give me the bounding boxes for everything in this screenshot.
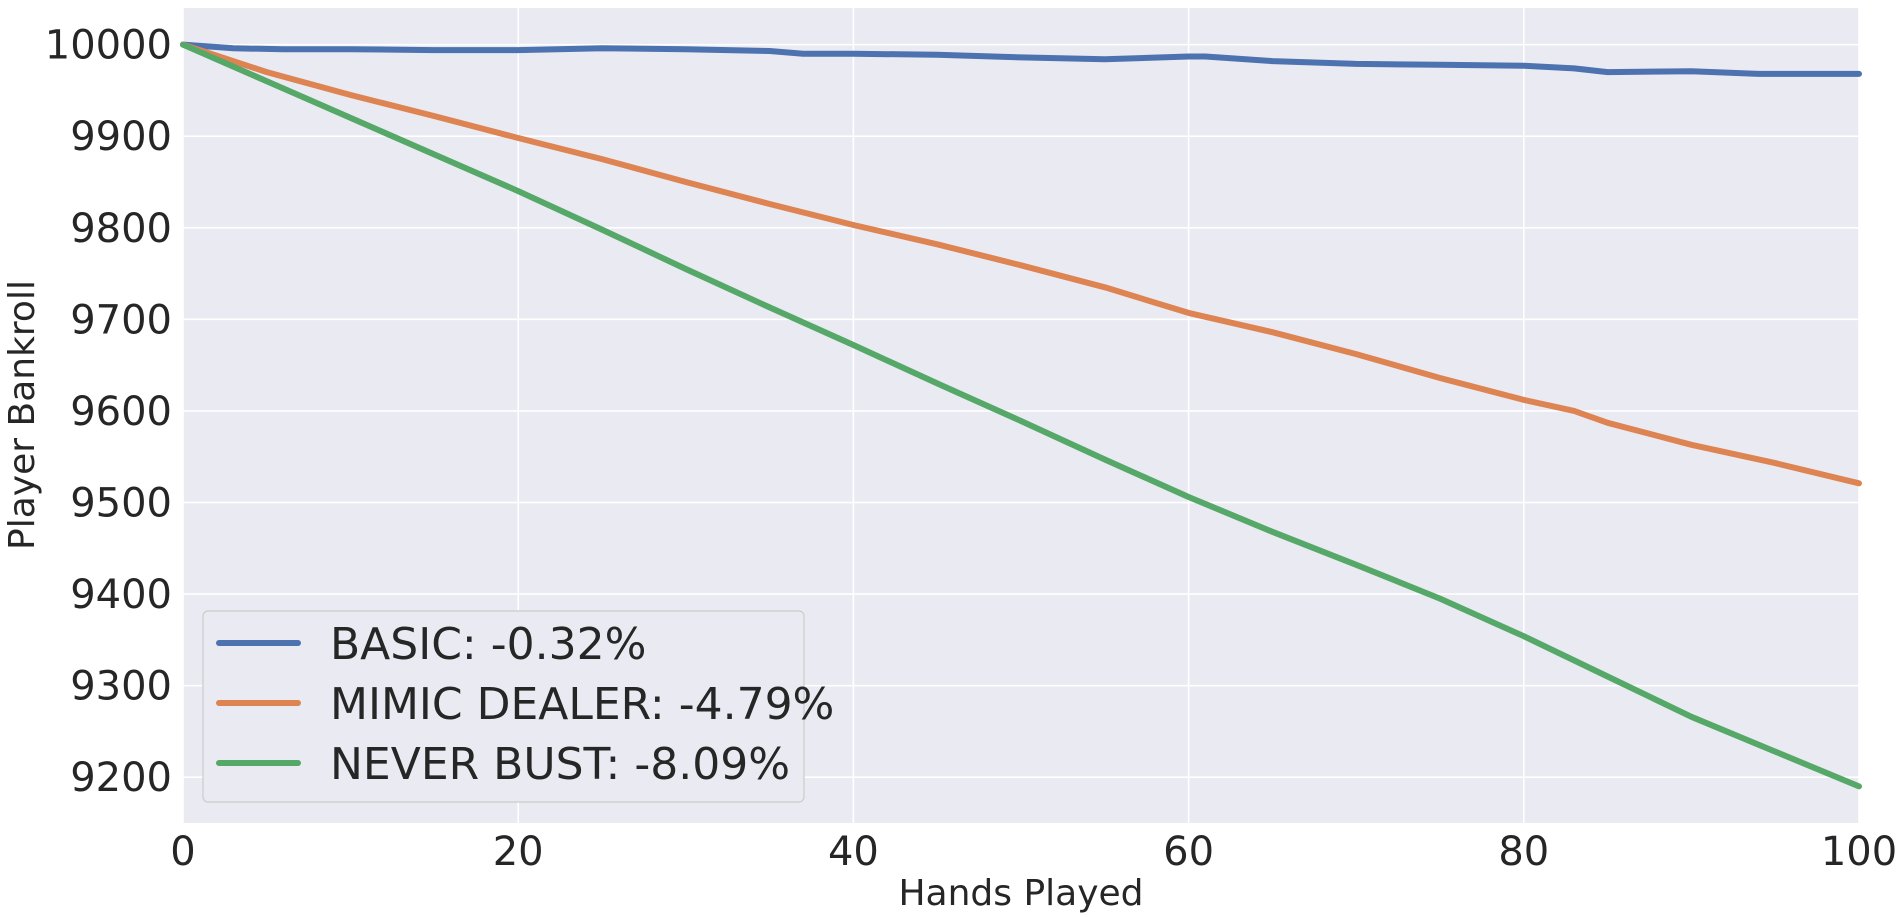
y-tick-label: 9300: [70, 664, 172, 710]
y-tick-label: 9500: [70, 480, 172, 526]
series-line-0: [180, 41, 1862, 77]
legend-label-2: NEVER BUST: -8.09%: [330, 739, 790, 790]
y-tick-label: 9600: [70, 389, 172, 435]
y-tick-label: 9800: [70, 206, 172, 252]
series-line-1: [180, 41, 1862, 487]
x-tick-label: 20: [493, 829, 544, 875]
y-axis-label: Player Bankroll: [2, 280, 43, 550]
series-line-2: [180, 41, 1862, 790]
y-tick-label: 10000: [45, 23, 172, 69]
y-tick-label: 9700: [70, 297, 172, 343]
series-lines: [180, 41, 1862, 790]
y-tick-labels: 9200 9300 9400 9500 9600 9700 9800 9900 10000: [45, 23, 172, 802]
y-tick-label: 9200: [70, 755, 172, 801]
x-tick-label: 0: [170, 829, 195, 875]
legend-label-0: BASIC: -0.32%: [330, 619, 646, 670]
x-axis-label: Hands Played: [898, 873, 1143, 914]
y-tick-label: 9400: [70, 572, 172, 618]
x-tick-labels: 0 20 40 60 80 100: [170, 829, 1897, 875]
legend-box: [202, 610, 805, 803]
x-tick-label: 100: [1821, 829, 1897, 875]
legend-items: BASIC: -0.32% MIMIC DEALER: -4.79% NEVER B…: [216, 619, 834, 790]
legend-label-1: MIMIC DEALER: -4.79%: [330, 679, 834, 730]
legend: BASIC: -0.32% MIMIC DEALER: -4.79% NEVER B…: [202, 610, 834, 803]
x-tick-label: 60: [1163, 829, 1214, 875]
x-tick-label: 40: [828, 829, 879, 875]
y-tick-label: 9900: [70, 114, 172, 160]
x-tick-label: 80: [1498, 829, 1549, 875]
